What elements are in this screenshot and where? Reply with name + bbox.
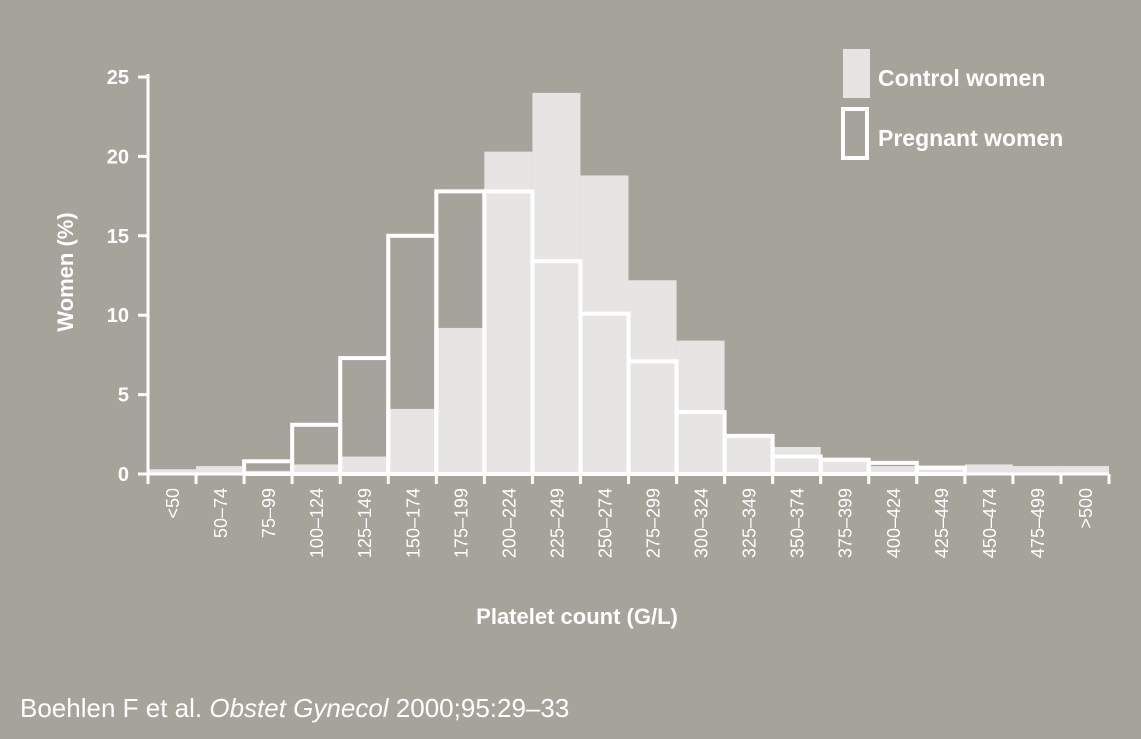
control-bar bbox=[724, 435, 773, 474]
x-tick-label: 475–499 bbox=[1028, 488, 1048, 558]
x-tick-label: 275–299 bbox=[644, 488, 664, 558]
y-tick-label: 5 bbox=[118, 385, 129, 407]
y-tick-label: 0 bbox=[118, 464, 129, 486]
x-tick-label: 375–399 bbox=[836, 488, 856, 558]
x-tick-label: 250–274 bbox=[595, 488, 615, 558]
control-bar bbox=[820, 458, 869, 474]
pregnant-bar bbox=[242, 459, 295, 476]
y-tick-label: 15 bbox=[107, 226, 129, 248]
y-tick-label: 25 bbox=[107, 67, 129, 89]
y-tick-labels: 0 5 10 15 20 25 bbox=[107, 67, 129, 486]
x-tick-label: 350–374 bbox=[788, 488, 808, 558]
citation-journal: Obstet Gynecol bbox=[209, 693, 389, 723]
x-tick-label: 125–149 bbox=[355, 488, 375, 558]
control-bar bbox=[628, 280, 677, 474]
x-tick-label: 200–224 bbox=[499, 488, 519, 558]
citation-details: 2000;95:29–33 bbox=[395, 693, 570, 723]
legend-swatch-control bbox=[843, 49, 870, 98]
axes bbox=[138, 74, 1111, 484]
x-tick-label: 425–449 bbox=[932, 488, 952, 558]
y-axis-title: Women (%) bbox=[53, 212, 78, 331]
citation: Boehlen F et al. Obstet Gynecol 2000;95:… bbox=[20, 693, 569, 724]
legend-swatch-pregnant bbox=[841, 107, 869, 160]
control-women-series bbox=[148, 92, 1109, 475]
control-bar bbox=[436, 327, 485, 474]
x-tick-label: 100–124 bbox=[307, 488, 327, 558]
legend-label-control: Control women bbox=[878, 65, 1045, 91]
control-bar bbox=[580, 175, 629, 474]
control-bar bbox=[1012, 466, 1061, 474]
control-bar bbox=[340, 456, 389, 474]
legend: Control women Pregnant women bbox=[841, 49, 1063, 160]
control-bar bbox=[292, 464, 341, 474]
x-tick-label: 50–74 bbox=[211, 488, 231, 538]
x-tick-label: >500 bbox=[1076, 488, 1096, 529]
control-bar bbox=[676, 340, 725, 474]
legend-label-pregnant: Pregnant women bbox=[878, 125, 1063, 151]
x-tick-labels: <50 50–74 75–99 100–124 125–149 150–174 175–19… bbox=[163, 488, 1096, 558]
x-tick-label: 175–199 bbox=[451, 488, 471, 558]
x-tick-label: 400–424 bbox=[884, 488, 904, 558]
citation-authors: Boehlen F et al. bbox=[20, 693, 203, 723]
x-tick-label: 150–174 bbox=[403, 488, 423, 558]
x-tick-label: 225–249 bbox=[547, 488, 567, 558]
control-bar bbox=[532, 92, 581, 474]
control-bar bbox=[1060, 466, 1109, 474]
control-bar bbox=[388, 408, 437, 474]
control-bar bbox=[484, 151, 533, 475]
y-tick-label: 20 bbox=[107, 146, 129, 168]
x-tick-label: 300–324 bbox=[692, 488, 712, 558]
control-bar bbox=[916, 466, 965, 474]
x-axis-title: Platelet count (G/L) bbox=[476, 604, 678, 629]
y-tick-label: 10 bbox=[107, 305, 129, 327]
control-bar bbox=[148, 469, 197, 474]
x-tick-label: 450–474 bbox=[980, 488, 1000, 558]
x-tick-label: 75–99 bbox=[259, 488, 279, 538]
control-bar bbox=[772, 447, 821, 474]
control-bar bbox=[196, 466, 245, 474]
x-tick-label: 325–349 bbox=[740, 488, 760, 558]
x-tick-label: <50 bbox=[163, 488, 183, 519]
control-bar bbox=[868, 466, 917, 474]
control-bar bbox=[964, 464, 1013, 474]
